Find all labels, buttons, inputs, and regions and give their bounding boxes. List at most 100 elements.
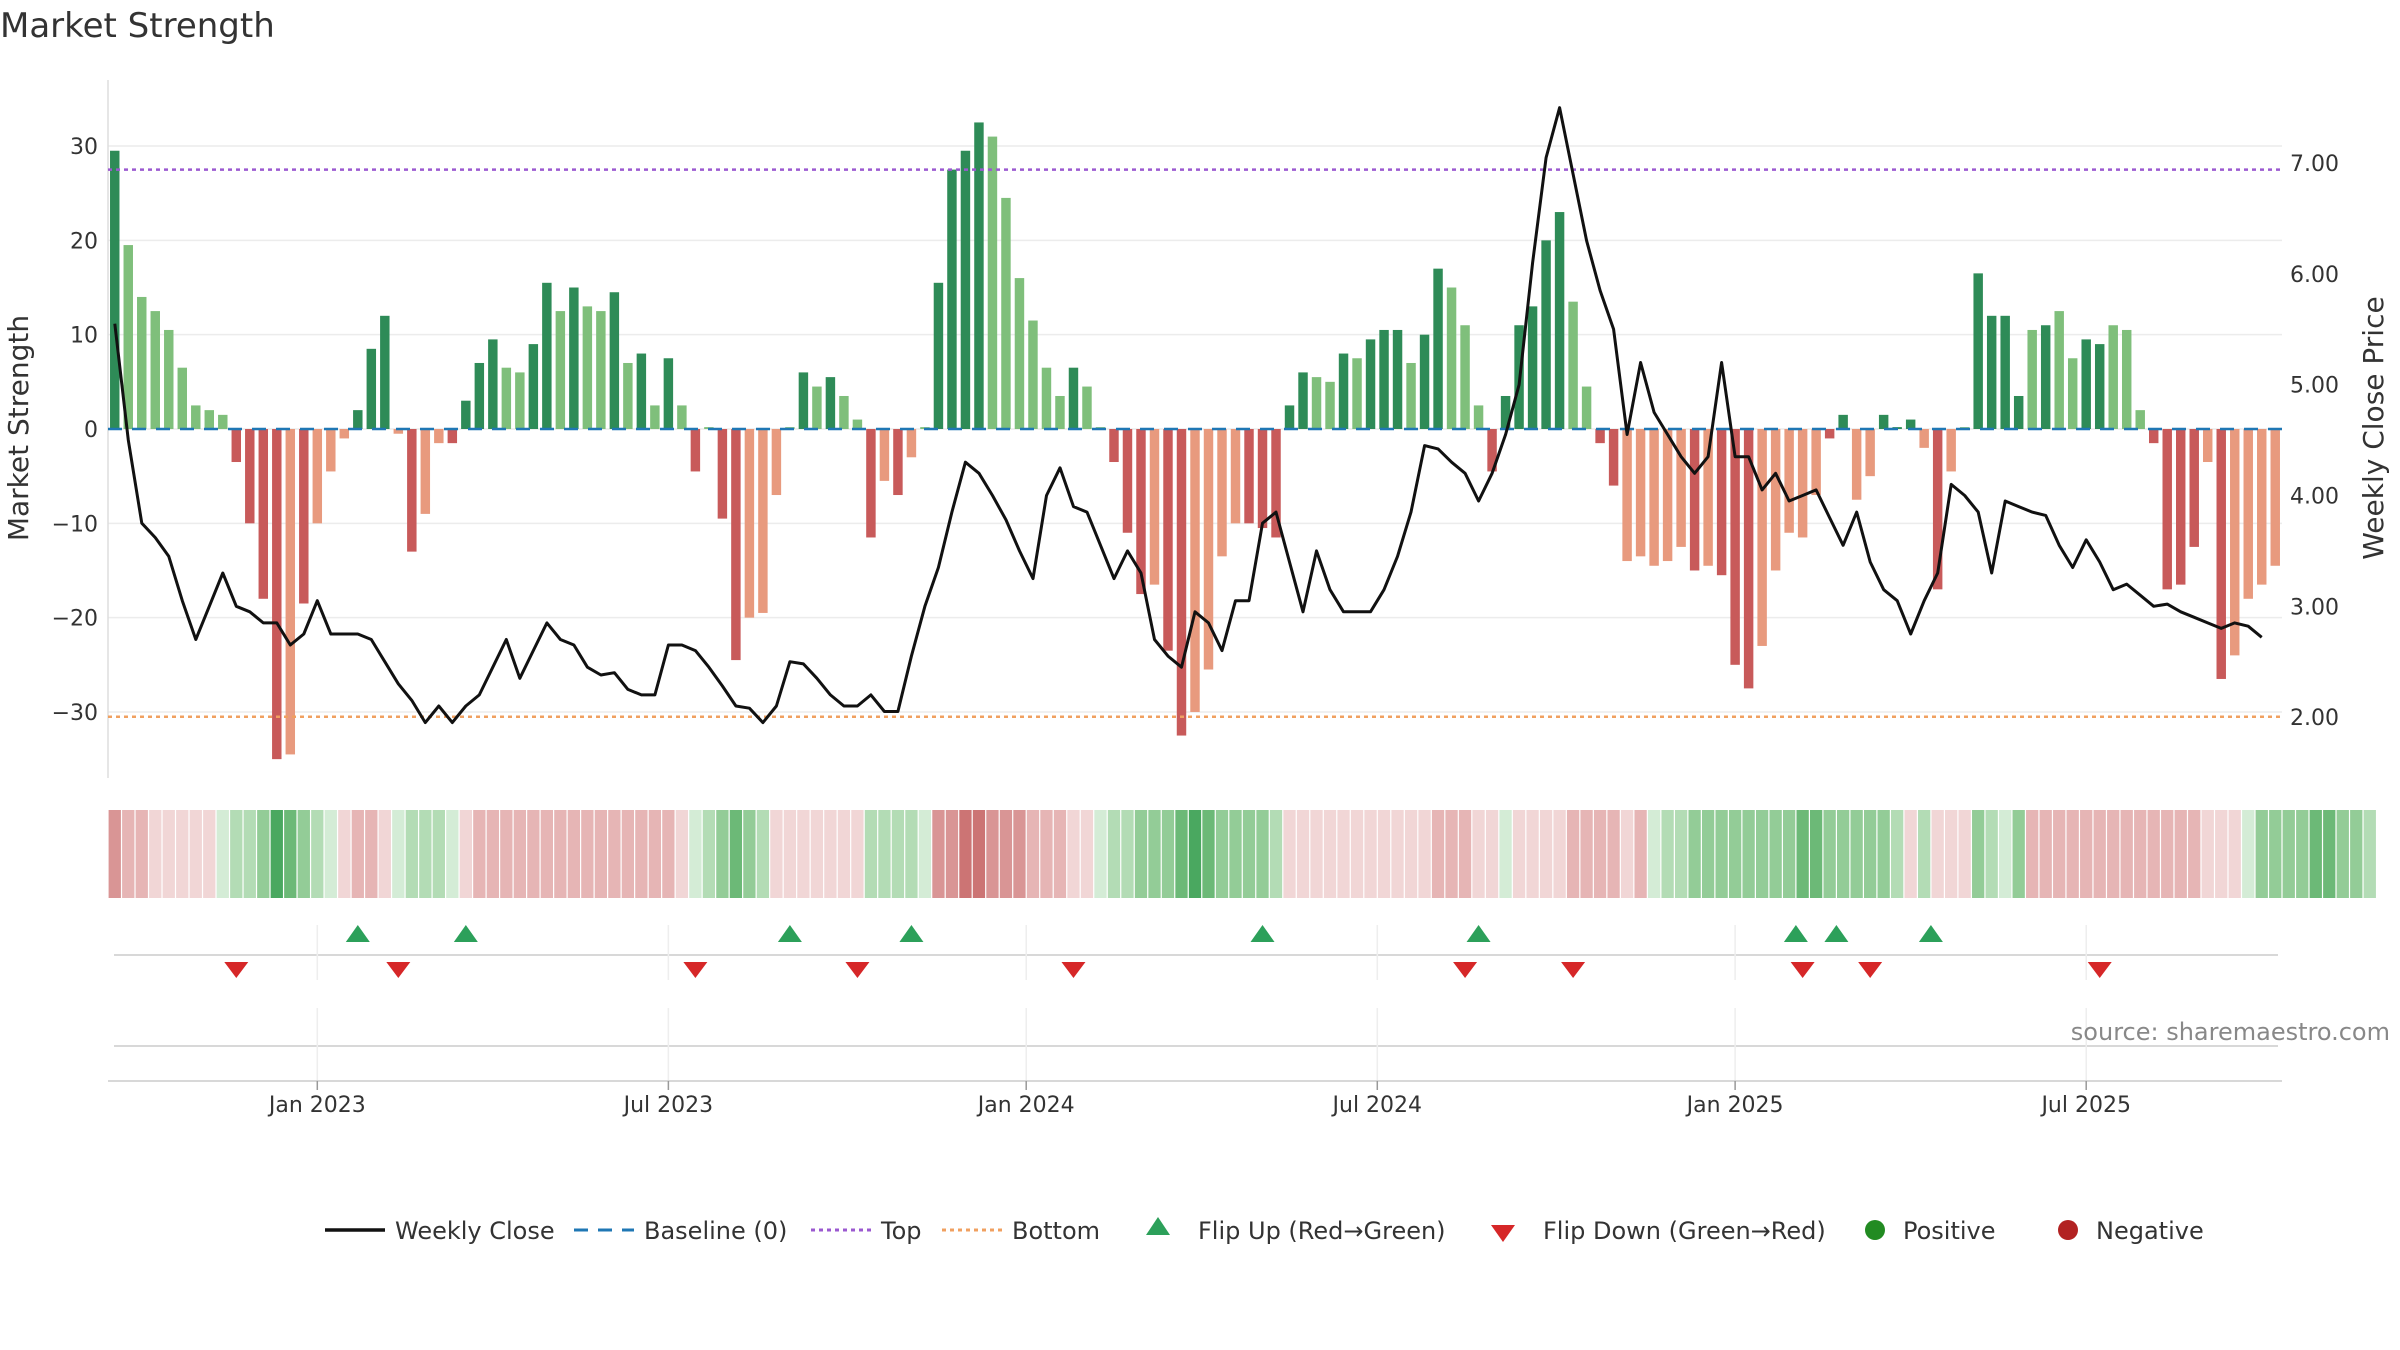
ribbon-cell: [2174, 810, 2187, 898]
strength-bar: [2135, 410, 2145, 429]
ribbon-cell: [1485, 810, 1499, 898]
ribbon-cell: [1674, 810, 1688, 898]
ribbon-cell: [419, 810, 432, 898]
strength-bar: [582, 306, 593, 429]
ribbon-cell: [1134, 810, 1148, 898]
strength-bar: [1203, 429, 1214, 670]
strength-bar: [1365, 339, 1376, 429]
strength-bar: [1757, 429, 1767, 646]
ribbon-cell: [1782, 810, 1796, 898]
strength-bar: [2230, 429, 2240, 656]
ribbon-cell: [432, 810, 445, 898]
strength-bar: [1703, 429, 1713, 566]
strength-bar: [1838, 414, 1848, 429]
ribbon-cell: [770, 810, 783, 898]
strength-bar: [434, 429, 444, 444]
ribbon-cell: [1918, 810, 1931, 898]
strength-bar: [177, 367, 187, 429]
ribbon-cell: [1323, 810, 1337, 898]
ribbon-cell: [2269, 810, 2282, 898]
strength-bar: [1797, 429, 1808, 538]
flip-down-marker: [1790, 962, 1815, 978]
strength-bar: [2108, 325, 2118, 429]
strength-bar: [2270, 429, 2280, 566]
ribbon-cell: [702, 810, 716, 898]
flip-down-marker: [1858, 962, 1883, 978]
strength-bar: [677, 405, 687, 429]
ribbon-cell: [1512, 810, 1526, 898]
strength-bar: [812, 386, 822, 429]
strength-bar: [501, 367, 512, 429]
strength-bar: [258, 429, 269, 599]
ribbon-cell: [891, 810, 905, 898]
strength-bar: [2216, 429, 2226, 679]
strength-bar: [2040, 325, 2051, 429]
ribbon-cell: [905, 810, 918, 898]
flip-up-marker: [899, 925, 924, 942]
ribbon-cell: [1350, 810, 1364, 898]
ribbon-cell: [797, 810, 810, 898]
ribbon-cell: [2012, 810, 2025, 898]
strength-bar: [1257, 429, 1268, 529]
ribbon-cell: [324, 810, 337, 898]
flip-up-marker: [1250, 925, 1275, 942]
ribbon-cell: [1796, 810, 1809, 898]
strength-bar: [1149, 429, 1160, 585]
ribbon-cell: [1188, 810, 1202, 898]
strength-bar: [1014, 278, 1025, 429]
flip-down-marker: [2087, 962, 2112, 978]
strength-bar: [150, 311, 160, 429]
ribbon-cell: [216, 810, 229, 898]
ribbon-cell: [1701, 810, 1715, 898]
ribbon-cell: [1391, 810, 1404, 898]
ribbon-cell: [1742, 810, 1755, 898]
strength-bar: [2243, 429, 2253, 599]
ribbon-cell: [2147, 810, 2160, 898]
strength-bar: [2081, 339, 2091, 429]
strength-bar: [1311, 377, 1322, 429]
ribbon-cell: [135, 810, 148, 898]
strength-bar: [515, 372, 525, 429]
legend-flip-up-swatch: [1146, 1217, 1170, 1235]
strength-bar: [299, 429, 309, 604]
ribbon-cell: [486, 810, 499, 898]
ribbon-cell: [729, 810, 743, 898]
weekly-close-series: [113, 106, 2263, 725]
ribbon-cell: [932, 810, 945, 898]
strength-bar: [312, 429, 323, 524]
ribbon-cell: [1850, 810, 1863, 898]
strength-bar: [839, 395, 849, 429]
strength-bar: [204, 410, 214, 429]
ribbon-cell: [783, 810, 797, 898]
ribbon-cell: [1526, 810, 1539, 898]
strength-ribbon: [108, 810, 2376, 898]
strength-bar: [1419, 334, 1430, 429]
ribbon-cell: [918, 810, 932, 898]
ribbon-cell: [2134, 810, 2147, 898]
ribbon-cell: [270, 810, 283, 898]
strength-bar: [623, 362, 633, 429]
legend-negative-swatch: [2058, 1220, 2078, 1240]
legend: Weekly Close Baseline (0) Top Bottom Flip Up…: [325, 1217, 2204, 1245]
ribbon-cell: [1310, 810, 1323, 898]
strength-bar: [285, 429, 296, 755]
ribbon-cell: [864, 810, 878, 898]
strength-bar: [1676, 429, 1686, 547]
ribbon-cell: [297, 810, 310, 898]
ribbon-cell: [513, 810, 526, 898]
strength-bar: [1244, 429, 1254, 524]
strength-bar: [1500, 395, 1511, 429]
ribbon-cell: [2296, 810, 2309, 898]
ribbon-cell: [527, 810, 540, 898]
legend-label: Top: [880, 1217, 922, 1245]
strength-bar: [1608, 429, 1619, 486]
ribbon-cell: [2323, 810, 2336, 898]
source-note: source: sharemaestro.com: [2070, 1018, 2390, 1046]
strength-bar: [771, 429, 782, 496]
strength-bar: [474, 362, 485, 429]
strength-bar: [2013, 395, 2024, 429]
ribbon-cell: [1999, 810, 2012, 898]
y2-tick-label: 7.00: [2290, 152, 2339, 177]
y2-tick-label: 5.00: [2290, 374, 2339, 399]
